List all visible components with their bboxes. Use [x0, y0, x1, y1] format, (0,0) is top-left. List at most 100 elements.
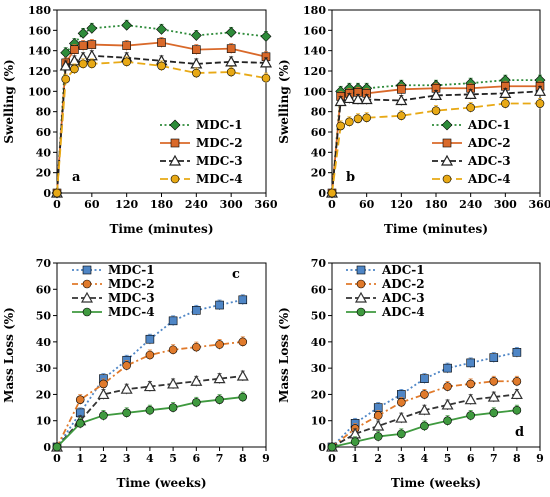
data-point: [238, 392, 248, 402]
data-point: [99, 411, 108, 420]
data-point: [420, 390, 429, 399]
data-point: [70, 64, 79, 74]
data-point: [78, 59, 88, 69]
series-line-mdc-3: [56, 54, 267, 194]
data-point: [236, 369, 249, 381]
data-point: [397, 85, 406, 94]
data-point: [336, 121, 345, 131]
y-tick-label: 50: [36, 310, 52, 323]
y-tick-label: 140: [28, 45, 51, 58]
chart-panel-a: 0 20 40 60 80 100 120 140 160 180 0 60 120 180 240 300 3…: [2, 4, 278, 236]
legend-label: MDC-1: [108, 263, 155, 277]
legend-label: ADC-1: [467, 118, 511, 132]
chart-panel-d: 0 10 20 30 40 50 60 70 0 1 2 3 4 5 6 7 8 9 Time (weeks) Mas…: [277, 257, 544, 490]
data-point: [225, 26, 237, 38]
series-line-adc-1: [331, 79, 540, 194]
data-point: [441, 398, 454, 410]
x-tick-label: 8: [513, 452, 521, 465]
data-point: [75, 419, 85, 428]
series-line-adc-2: [331, 85, 540, 194]
data-point: [192, 398, 201, 407]
series-line-adc-4: [331, 102, 540, 194]
panel-letter: a: [72, 170, 81, 185]
data-point: [226, 44, 236, 53]
data-point: [443, 382, 452, 391]
legend-label: MDC-3: [108, 291, 155, 305]
y-tick-label: 80: [36, 106, 52, 119]
data-point: [466, 379, 475, 389]
data-point: [213, 372, 226, 384]
x-tick-label: 5: [444, 452, 452, 465]
x-tick-label: 7: [490, 452, 498, 465]
data-point: [145, 350, 155, 360]
plot-frame: [331, 262, 541, 448]
legend-label: ADC-1: [381, 263, 425, 277]
data-point: [122, 41, 131, 50]
data-point: [343, 92, 356, 104]
y-tick-label: 80: [311, 106, 327, 119]
legend-marker: [168, 154, 182, 166]
data-point: [373, 432, 383, 441]
x-tick-label: 1: [351, 452, 359, 465]
legend-marker: [356, 307, 366, 317]
data-point: [59, 59, 72, 71]
x-tick-label: 180: [150, 198, 173, 211]
y-tick-label: 10: [311, 415, 327, 428]
data-point: [334, 95, 347, 107]
y-tick-label: 40: [36, 336, 52, 349]
data-point: [443, 363, 452, 373]
data-point: [190, 375, 203, 386]
data-point: [168, 316, 178, 326]
x-tick-label: 360: [255, 198, 278, 211]
y-tick-label: 0: [43, 187, 51, 200]
legend-label: MDC-4: [108, 305, 155, 319]
data-point: [85, 49, 98, 61]
data-point: [372, 419, 385, 431]
x-tick-label: 0: [53, 452, 61, 465]
x-axis-label: Time (weeks): [116, 476, 206, 490]
legend-label: MDC-3: [196, 154, 243, 168]
legend-label: MDC-1: [196, 118, 243, 132]
chart-panel-b: 0 20 40 60 80 100 120 140 160 180 0 60 120 180 240 300 3…: [277, 4, 550, 236]
x-tick-label: 3: [123, 452, 131, 465]
y-tick-label: 180: [28, 4, 51, 17]
data-point: [157, 38, 166, 47]
x-tick-label: 8: [239, 452, 247, 465]
y-tick-label: 60: [311, 283, 327, 296]
panel-letter: b: [346, 170, 355, 185]
data-point: [512, 405, 522, 415]
legend-marker: [82, 307, 92, 317]
series-line-adc-3: [331, 90, 541, 194]
data-point: [87, 40, 97, 49]
y-tick-label: 60: [36, 126, 52, 139]
y-axis-label: Mass Loss (%): [2, 307, 16, 403]
data-point: [215, 395, 224, 404]
x-tick-label: 2: [100, 452, 108, 465]
data-point: [420, 374, 429, 383]
x-tick-label: 180: [425, 198, 448, 211]
data-point: [167, 377, 180, 389]
legend-marker: [440, 154, 454, 166]
data-point: [327, 188, 337, 198]
data-point: [260, 31, 272, 42]
data-point: [99, 379, 108, 389]
legend-marker: [356, 279, 366, 289]
data-point: [192, 68, 201, 78]
data-point: [226, 67, 236, 77]
data-point: [345, 117, 354, 127]
series-line-adc-1: [331, 351, 518, 448]
data-point: [156, 23, 167, 35]
data-point: [145, 405, 155, 415]
x-tick-label: 300: [494, 198, 517, 211]
legend-marker: [80, 291, 94, 303]
y-tick-label: 70: [311, 257, 327, 270]
data-point: [87, 59, 97, 69]
data-point: [225, 55, 238, 67]
x-tick-label: 0: [328, 198, 336, 211]
y-tick-label: 0: [43, 441, 51, 454]
legend-marker: [170, 174, 180, 184]
y-tick-label: 20: [36, 388, 52, 401]
y-axis-label: Mass Loss (%): [277, 307, 291, 403]
data-point: [78, 41, 88, 50]
